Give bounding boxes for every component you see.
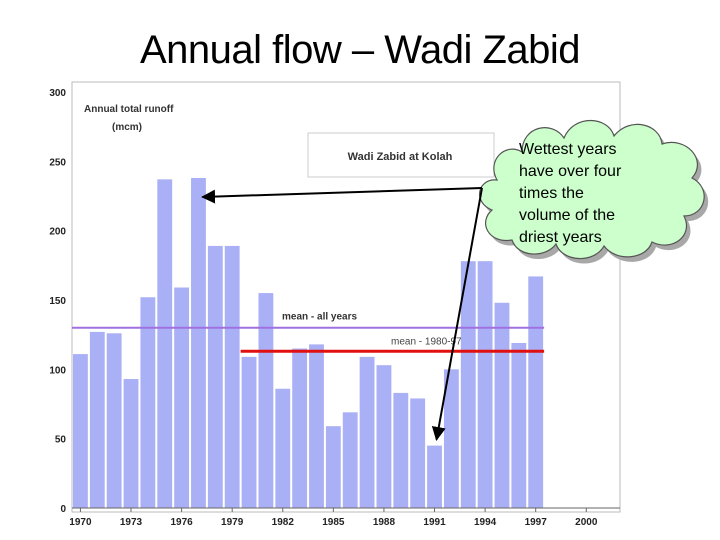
bar-1983 — [292, 348, 308, 508]
x-tick-label: 1991 — [423, 517, 446, 528]
plot-frame — [71, 81, 621, 513]
annotation-text-line: volume of the — [519, 207, 615, 224]
annotation-cloud: Wettest years have over four times the volu… — [479, 120, 709, 264]
mean-recent-label-bg — [388, 334, 456, 348]
x-tick-label: 2000 — [575, 517, 598, 528]
bar-1992 — [443, 369, 459, 508]
bar-1985 — [325, 426, 341, 508]
x-tick-label: 1997 — [525, 517, 548, 528]
y-tick-label: 150 — [49, 296, 66, 307]
bar-1982 — [275, 388, 291, 508]
x-tick-label: 1994 — [474, 517, 497, 528]
mean-all-label-bg — [278, 308, 352, 323]
bar-1989 — [393, 392, 409, 508]
bar-1990 — [410, 398, 426, 508]
y-tick-label: 100 — [49, 365, 66, 376]
x-tick-label: 1979 — [221, 517, 244, 528]
annotation-text-line: Wettest years — [519, 141, 617, 158]
arrow-to-wettest — [201, 187, 483, 204]
legend-box-label: Wadi Zabid at Kolah — [348, 151, 453, 163]
y-tick-label: 200 — [49, 227, 66, 238]
x-tick-label: 1976 — [170, 517, 193, 528]
x-tick-label: 1988 — [373, 517, 396, 528]
y-tick-label: 300 — [49, 88, 66, 99]
mean-all-label: mean - all years — [282, 312, 357, 323]
slide-title: Annual flow – Wadi Zabid — [139, 28, 581, 72]
y-axis-label-line-1: Annual total runoff — [84, 104, 174, 115]
x-tick-label: 1985 — [322, 517, 345, 528]
bar-1979 — [224, 245, 240, 509]
bar-1972 — [106, 333, 122, 508]
bar-1997 — [528, 276, 544, 508]
annotation-text-line: have over four — [519, 163, 622, 180]
y-axis-label-line-2: (mcm) — [112, 122, 142, 133]
legend-box — [307, 132, 495, 178]
bar-1996 — [511, 342, 527, 508]
bar-1986 — [342, 412, 358, 508]
bar-1973 — [123, 379, 139, 508]
bar-1987 — [359, 356, 375, 508]
bar-1971 — [89, 331, 105, 508]
bar-1970 — [73, 354, 88, 508]
x-tick-label: 1970 — [69, 517, 92, 528]
bar-1975 — [157, 179, 173, 509]
bar-1991 — [427, 445, 442, 508]
bar-1984 — [309, 344, 324, 508]
y-tick-label: 0 — [60, 504, 66, 515]
y-tick-label: 250 — [49, 157, 66, 168]
bar-1988 — [376, 365, 392, 508]
y-tick-label: 50 — [55, 435, 67, 446]
x-tick-label: 1973 — [120, 517, 143, 528]
bar-1980 — [241, 356, 257, 508]
bar-1974 — [140, 297, 156, 508]
annotation-text-line: driest years — [519, 229, 602, 246]
annotation-text-line: times the — [519, 185, 584, 202]
bar-1981 — [258, 293, 274, 508]
bar-1978 — [207, 245, 223, 509]
mean-recent-label: mean - 1980-97 — [391, 336, 462, 347]
bar-1995 — [494, 302, 510, 508]
bar-1977 — [191, 177, 206, 508]
arrow-to-driest — [431, 187, 483, 441]
x-tick-label: 1982 — [272, 517, 295, 528]
bar-1976 — [174, 287, 190, 508]
bar-1993 — [460, 261, 476, 508]
bar-1994 — [477, 261, 493, 508]
